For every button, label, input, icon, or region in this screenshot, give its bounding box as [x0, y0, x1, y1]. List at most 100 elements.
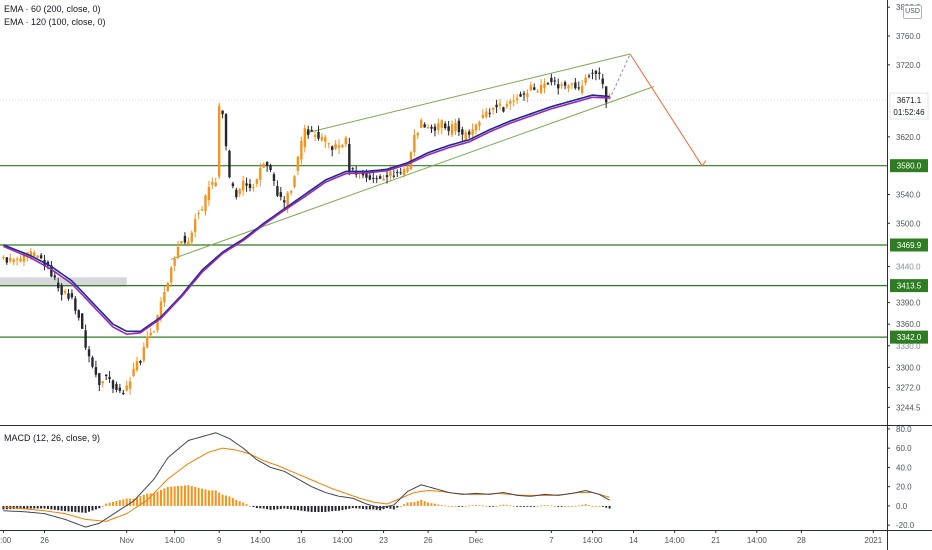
countdown-text: 01:52:46 — [893, 108, 925, 117]
macd-histogram-bar — [194, 487, 196, 506]
last-price-text: 3671.1 — [897, 96, 922, 105]
candle-body — [317, 132, 319, 139]
macd-histogram-bar — [85, 506, 87, 513]
candle-body — [153, 332, 155, 333]
macd-histogram-bar — [328, 506, 330, 512]
macd-histogram-bar — [300, 506, 302, 511]
macd-tick-label: 80.0 — [896, 425, 912, 434]
candle-body — [595, 71, 597, 74]
candle-body — [2, 257, 4, 258]
macd-histogram-bar — [115, 501, 117, 506]
candle-body — [180, 241, 182, 243]
macd-histogram-bar — [40, 506, 42, 509]
candle-body — [564, 82, 566, 86]
macd-histogram-bar — [95, 506, 97, 509]
macd-histogram-bar — [249, 506, 251, 507]
candle-body — [328, 143, 330, 144]
candle-body — [105, 375, 107, 376]
macd-histogram-bar — [516, 506, 518, 507]
scale-currency-badge[interactable]: USD — [903, 5, 922, 19]
time-tick-label: 9 — [217, 536, 222, 545]
macd-histogram-bar — [283, 506, 285, 509]
macd-histogram-bar — [160, 490, 162, 506]
macd-histogram-bar — [211, 490, 213, 506]
price-tick-label: 3540.0 — [896, 190, 921, 199]
candle-body — [547, 83, 549, 84]
candle-body — [533, 87, 535, 90]
macd-histogram-bar — [581, 505, 583, 506]
candle-body — [88, 349, 90, 356]
macd-histogram-bar — [47, 506, 49, 509]
macd-histogram-bar — [218, 493, 220, 506]
macd-histogram-bar — [119, 500, 121, 506]
macd-histogram-bar — [37, 506, 39, 509]
candle-body — [197, 213, 199, 214]
candle-body — [297, 157, 299, 171]
time-tick-label: 6:00 — [0, 536, 12, 545]
macd-histogram-bar — [492, 506, 494, 507]
time-tick-label: Dec — [469, 536, 483, 545]
macd-histogram-bar — [355, 506, 357, 508]
macd-histogram-bar — [215, 490, 217, 506]
macd-histogram-bar — [102, 506, 104, 507]
candle-body — [543, 83, 545, 87]
macd-histogram-bar — [407, 502, 409, 505]
candle-body — [112, 380, 114, 388]
macd-histogram-bar — [571, 506, 573, 507]
candle-body — [194, 219, 196, 232]
candle-body — [584, 78, 586, 83]
macd-histogram-bar — [359, 506, 361, 509]
candle-body — [345, 138, 347, 145]
candle-body — [471, 129, 473, 134]
macd-histogram-bar — [557, 506, 559, 507]
candle-body — [372, 178, 374, 179]
macd-histogram-bar — [270, 506, 272, 510]
time-tick-label: 14 — [629, 536, 638, 545]
candle-body — [259, 168, 261, 180]
time-tick-label: 2021 — [864, 536, 882, 545]
macd-histogram-bar — [400, 506, 402, 507]
candle-body — [293, 176, 295, 187]
candle-body — [437, 123, 439, 130]
candle-body — [256, 179, 258, 184]
candle-body — [102, 381, 104, 383]
macd-histogram-bar — [23, 506, 25, 509]
macd-histogram-bar — [235, 500, 237, 506]
macd-histogram-bar — [362, 506, 364, 509]
macd-histogram-bar — [225, 496, 227, 506]
candle-body — [341, 145, 343, 147]
macd-histogram-bar — [482, 506, 484, 507]
macd-tick-label: -20.0 — [896, 521, 915, 530]
candle-body — [6, 257, 8, 262]
macd-histogram-bar — [198, 488, 200, 506]
candle-body — [420, 120, 422, 128]
macd-histogram-bar — [297, 506, 299, 510]
macd-histogram-bar — [427, 502, 429, 505]
macd-histogram-bar — [54, 506, 56, 510]
macd-histogram-bar — [475, 505, 477, 506]
candle-body — [252, 187, 254, 188]
candle-body — [81, 314, 83, 329]
macd-histogram-bar — [181, 486, 183, 506]
candle-body — [156, 315, 158, 330]
macd-histogram-bar — [352, 506, 354, 508]
candle-body — [581, 86, 583, 94]
candle-body — [191, 233, 193, 242]
candle-body — [266, 162, 268, 166]
candle-body — [447, 126, 449, 131]
candle-body — [146, 336, 148, 347]
candle-body — [136, 361, 138, 370]
macd-histogram-bar — [191, 486, 193, 506]
time-tick-label: 14:00 — [747, 536, 768, 545]
macd-histogram-bar — [167, 487, 169, 506]
macd-histogram-bar — [530, 506, 532, 507]
macd-histogram-bar — [509, 506, 511, 507]
macd-histogram-bar — [252, 506, 254, 507]
candle-body — [283, 200, 285, 202]
macd-histogram-bar — [591, 506, 593, 507]
candle-body — [331, 146, 333, 149]
candle-body — [78, 310, 80, 317]
candle-body — [314, 135, 316, 137]
macd-histogram-bar — [232, 498, 234, 506]
candle-body — [122, 393, 124, 394]
